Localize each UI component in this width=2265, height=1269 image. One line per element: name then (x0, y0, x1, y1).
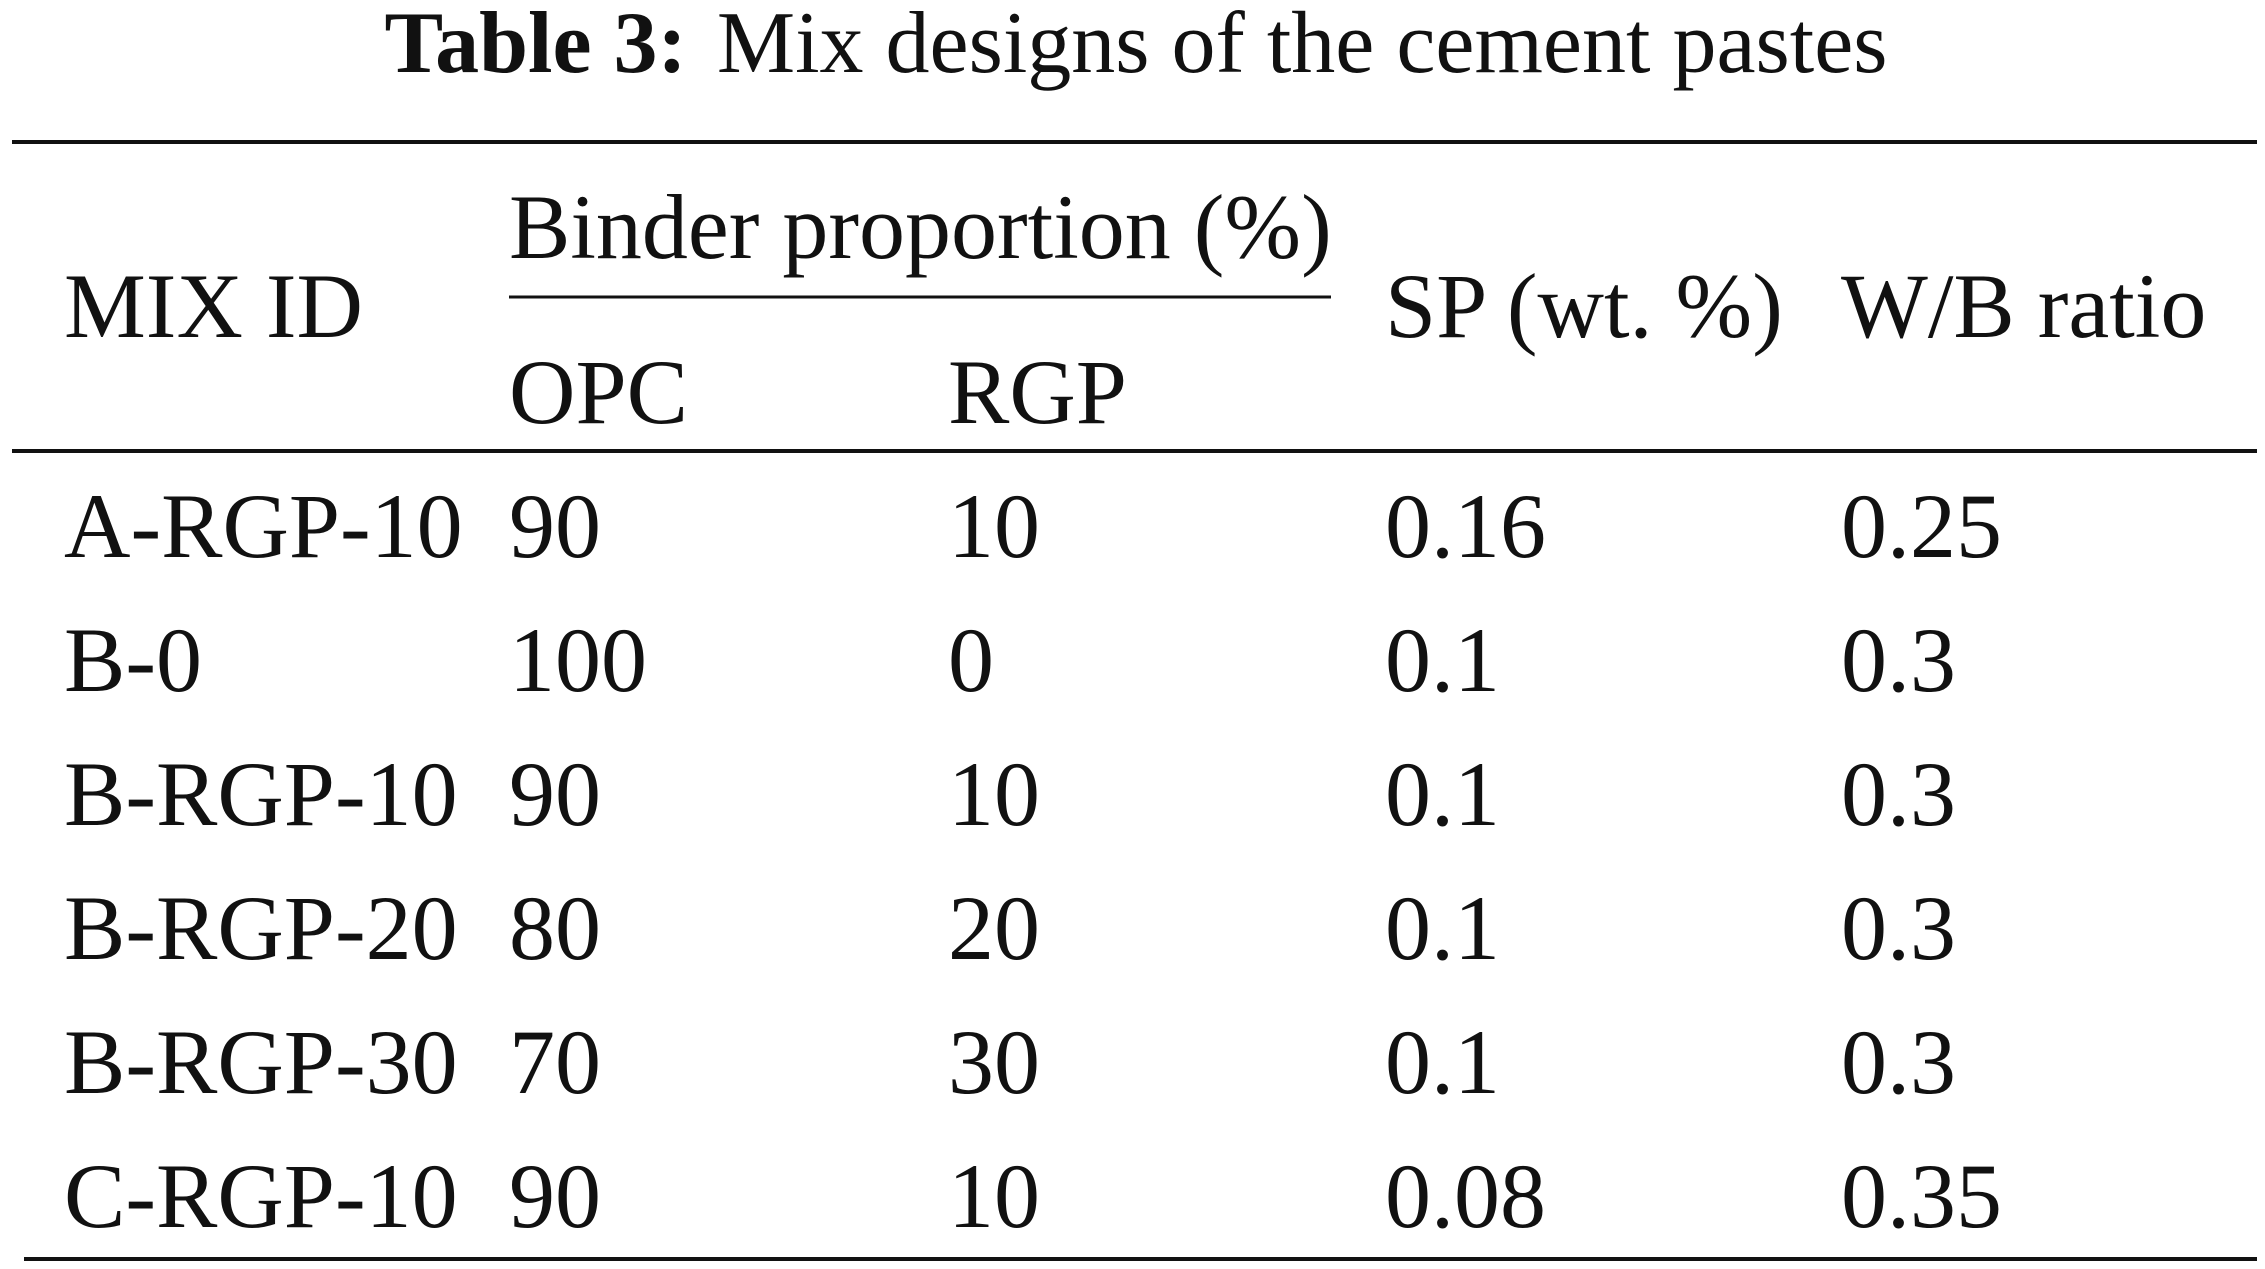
table-cell: 0.3 (1841, 609, 1956, 711)
table-cell: 0.1 (1385, 743, 1500, 845)
table-cell: 0 (948, 609, 994, 711)
table-cell: 0.3 (1841, 877, 1956, 979)
header-cell: OPC (509, 341, 688, 443)
header-cell: W/B ratio (1841, 255, 2206, 357)
header-cell: RGP (948, 341, 1127, 443)
table-cell: 0.35 (1841, 1145, 2002, 1247)
table-cell: 30 (948, 1011, 1040, 1113)
table-cell: 100 (509, 609, 647, 711)
table-cell: 0.25 (1841, 475, 2002, 577)
table-cell: 90 (509, 1145, 601, 1247)
table-cell: 0.16 (1385, 475, 1546, 577)
table-cell: B-RGP-20 (64, 877, 458, 979)
table-cell: 70 (509, 1011, 601, 1113)
table-cell: 0.08 (1385, 1145, 1546, 1247)
table-cell: 0.1 (1385, 609, 1500, 711)
table-cell: B-RGP-10 (64, 743, 458, 845)
header-cell: MIX ID (64, 255, 363, 357)
table-cell: 20 (948, 877, 1040, 979)
table-cell: 80 (509, 877, 601, 979)
header-cell: SP (wt. %) (1385, 255, 1783, 357)
table-cell: B-0 (64, 609, 202, 711)
caption-label: Table 3: (384, 0, 686, 92)
table-cell: 0.1 (1385, 1011, 1500, 1113)
table-cell: B-RGP-30 (64, 1011, 458, 1113)
table-cell: 90 (509, 475, 601, 577)
caption: Table 3: Mix designs of the cement pastes (384, 0, 1887, 92)
table-cell: 90 (509, 743, 601, 845)
header-cell: Binder proportion (%) (509, 176, 1332, 278)
table-cell: C-RGP-10 (64, 1145, 458, 1247)
table-cell: 10 (948, 1145, 1040, 1247)
caption-text: Mix designs of the cement pastes (717, 0, 1888, 92)
table-cell: 0.1 (1385, 877, 1500, 979)
table-cell: A-RGP-10 (64, 475, 463, 577)
table-cell: 0.3 (1841, 743, 1956, 845)
table-cell: 0.3 (1841, 1011, 1956, 1113)
table-cell: 10 (948, 743, 1040, 845)
table-cell: 10 (948, 475, 1040, 577)
